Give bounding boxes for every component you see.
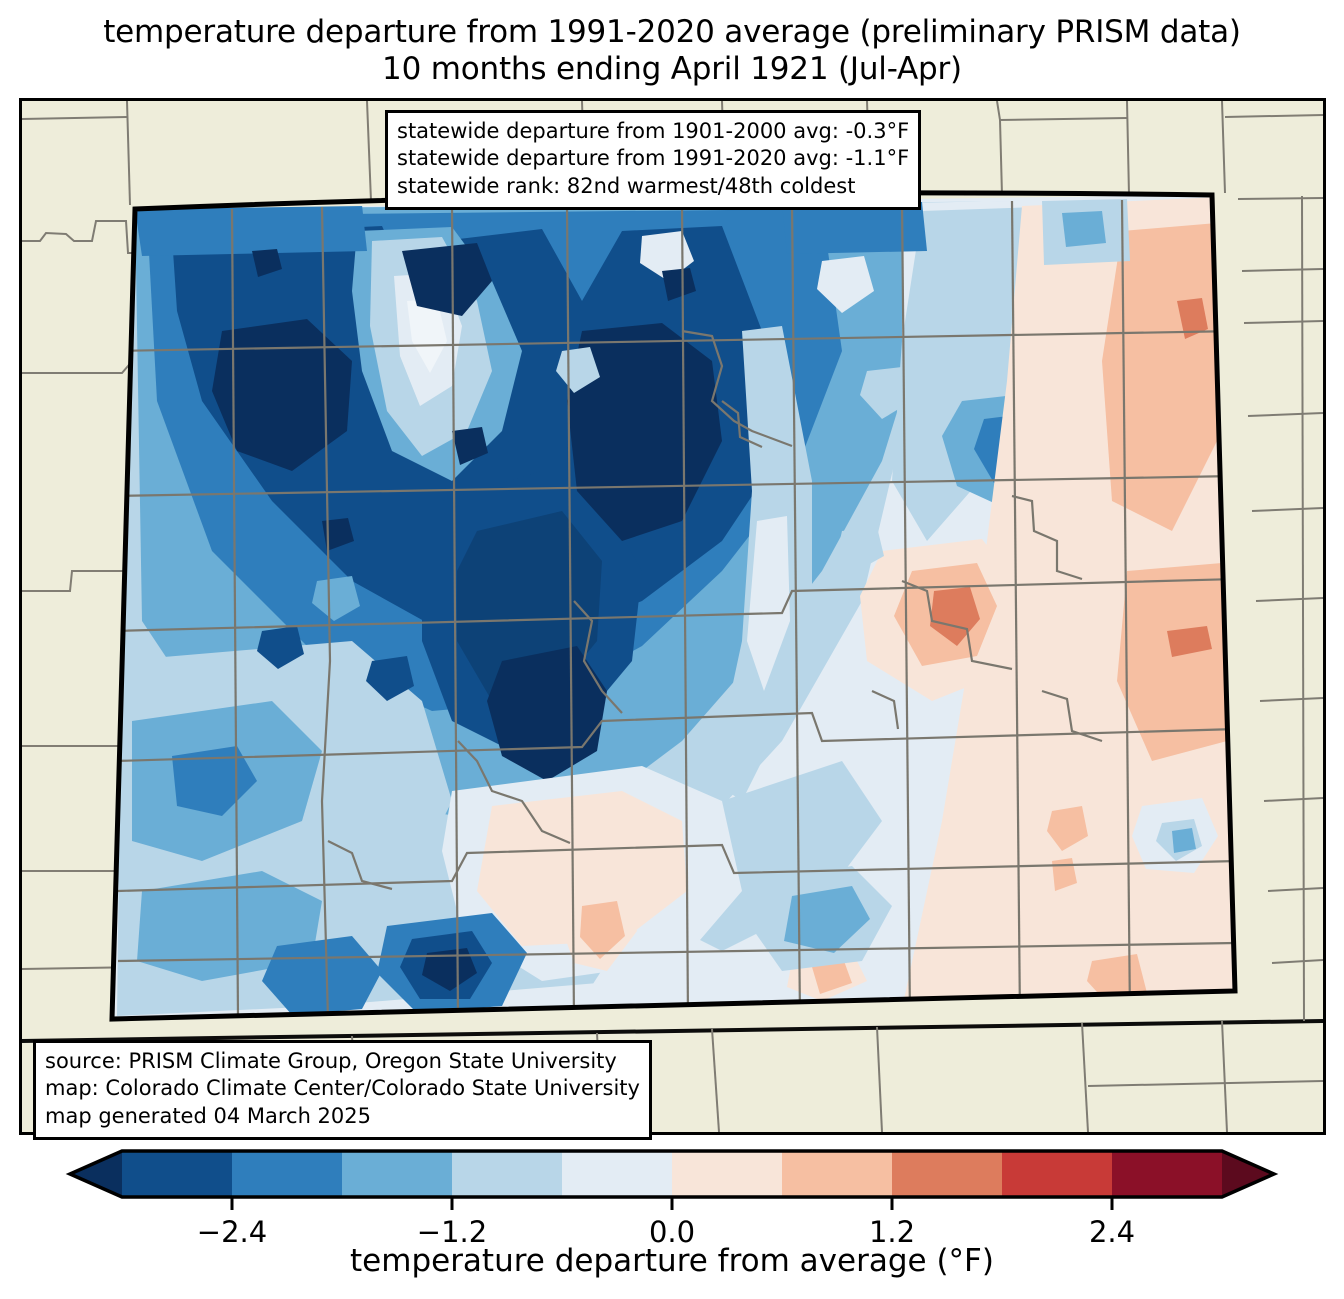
colorbar-over-arrow xyxy=(1222,1151,1274,1197)
colorbar-band xyxy=(342,1151,453,1197)
colorbar-tick-label: 2.4 xyxy=(1089,1215,1135,1247)
colorbar-svg: −2.4 −1.2 0.0 1.2 2.4 xyxy=(65,1149,1279,1247)
colorbar-band xyxy=(1002,1151,1113,1197)
stats-line-1: statewide departure from 1901-2000 avg: … xyxy=(397,119,910,143)
colorbar-band xyxy=(892,1151,1003,1197)
source-credit-box: source: PRISM Climate Group, Oregon Stat… xyxy=(33,1040,652,1140)
colorbar-band xyxy=(562,1151,673,1197)
colorbar-band xyxy=(122,1151,233,1197)
stats-line-2: statewide departure from 1991-2020 avg: … xyxy=(397,146,910,171)
title-line-2: 10 months ending April 1921 (Jul-Apr) xyxy=(382,50,962,87)
colorado-county-lines xyxy=(112,199,1235,1019)
colorbar-bands xyxy=(70,1151,1274,1197)
colorbar-ticks xyxy=(230,1197,1114,1210)
source-line-3: map generated 04 March 2025 xyxy=(45,1103,372,1128)
colorbar-band xyxy=(232,1151,343,1197)
colorbar-tick-labels: −2.4 −1.2 0.0 1.2 2.4 xyxy=(197,1215,1135,1247)
colorbar-tick-label: −1.2 xyxy=(417,1215,487,1247)
colorbar-band xyxy=(782,1151,893,1197)
colorbar-tick-label: 1.2 xyxy=(869,1215,915,1247)
colorbar-axis-label: temperature departure from average (°F) xyxy=(350,1243,994,1279)
colorbar-tick-label: −2.4 xyxy=(197,1215,267,1247)
colorbar: −2.4 −1.2 0.0 1.2 2.4 temperature departure … xyxy=(0,1147,1344,1299)
colorbar-band xyxy=(1112,1151,1223,1197)
title-line-1: temperature departure from 1991-2020 ave… xyxy=(103,14,1241,50)
colorbar-under-arrow xyxy=(70,1151,122,1197)
source-line-2: map: Colorado Climate Center/Colorado St… xyxy=(45,1076,640,1101)
page-title: temperature departure from 1991-2020 ave… xyxy=(0,14,1344,87)
colorbar-band xyxy=(672,1151,783,1197)
source-line-1: source: PRISM Climate Group, Oregon Stat… xyxy=(45,1049,617,1073)
colorbar-band xyxy=(452,1151,563,1197)
stats-line-3: statewide rank: 82nd warmest/48th coldes… xyxy=(397,173,856,198)
colorbar-tick-label: 0.0 xyxy=(649,1215,695,1247)
temperature-departure-contours xyxy=(112,195,1235,1019)
statewide-stats-box: statewide departure from 1901-2000 avg: … xyxy=(385,110,922,210)
colorbar-outline xyxy=(65,1149,1279,1199)
colorado-temperature-departure-map xyxy=(22,101,1323,1132)
map-panel xyxy=(19,98,1326,1135)
